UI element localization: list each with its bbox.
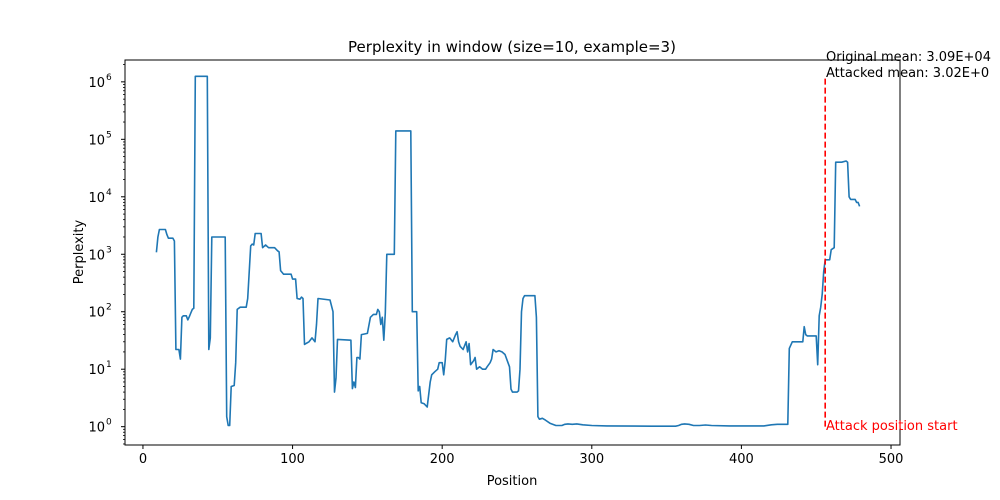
y-tick-label: 10: [88, 363, 105, 378]
chart-title: Perplexity in window (size=10, example=3…: [348, 38, 676, 56]
y-tick-exponent: 2: [106, 303, 112, 313]
y-tick-exponent: 4: [106, 188, 112, 198]
x-tick-label: 100: [280, 452, 305, 467]
attack-position-label: Attack position start: [826, 419, 958, 434]
series-line-0: [155, 75, 861, 427]
y-tick-exponent: 5: [106, 130, 112, 140]
annotation-original-mean: Original mean: 3.09E+04: [826, 50, 991, 65]
y-tick-exponent: 3: [106, 245, 112, 255]
series-layer: [155, 75, 861, 427]
x-tick-label: 0: [139, 452, 147, 467]
y-tick-label: 10: [88, 248, 105, 263]
x-tick-label: 200: [430, 452, 455, 467]
x-tick-label: 400: [729, 452, 754, 467]
x-axis: 0 100 200 300 400 500: [139, 445, 904, 467]
y-tick-label: 10: [88, 76, 105, 91]
plot-frame: [124, 59, 901, 446]
x-axis-label: Position: [487, 474, 538, 489]
y-tick-label: 10: [88, 421, 105, 436]
y-tick-exponent: 0: [106, 418, 112, 428]
y-tick-exponent: 1: [106, 360, 112, 370]
y-tick-exponent: 6: [106, 73, 112, 83]
y-tick-label: 10: [88, 133, 105, 148]
annotation-attacked-mean: Attacked mean: 3.02E+0: [826, 66, 989, 81]
y-tick-label: 10: [88, 306, 105, 321]
x-tick-label: 500: [879, 452, 904, 467]
x-tick-label: 300: [579, 452, 604, 467]
y-tick-label: 10: [88, 191, 105, 206]
y-axis-label: Perplexity: [72, 219, 87, 284]
